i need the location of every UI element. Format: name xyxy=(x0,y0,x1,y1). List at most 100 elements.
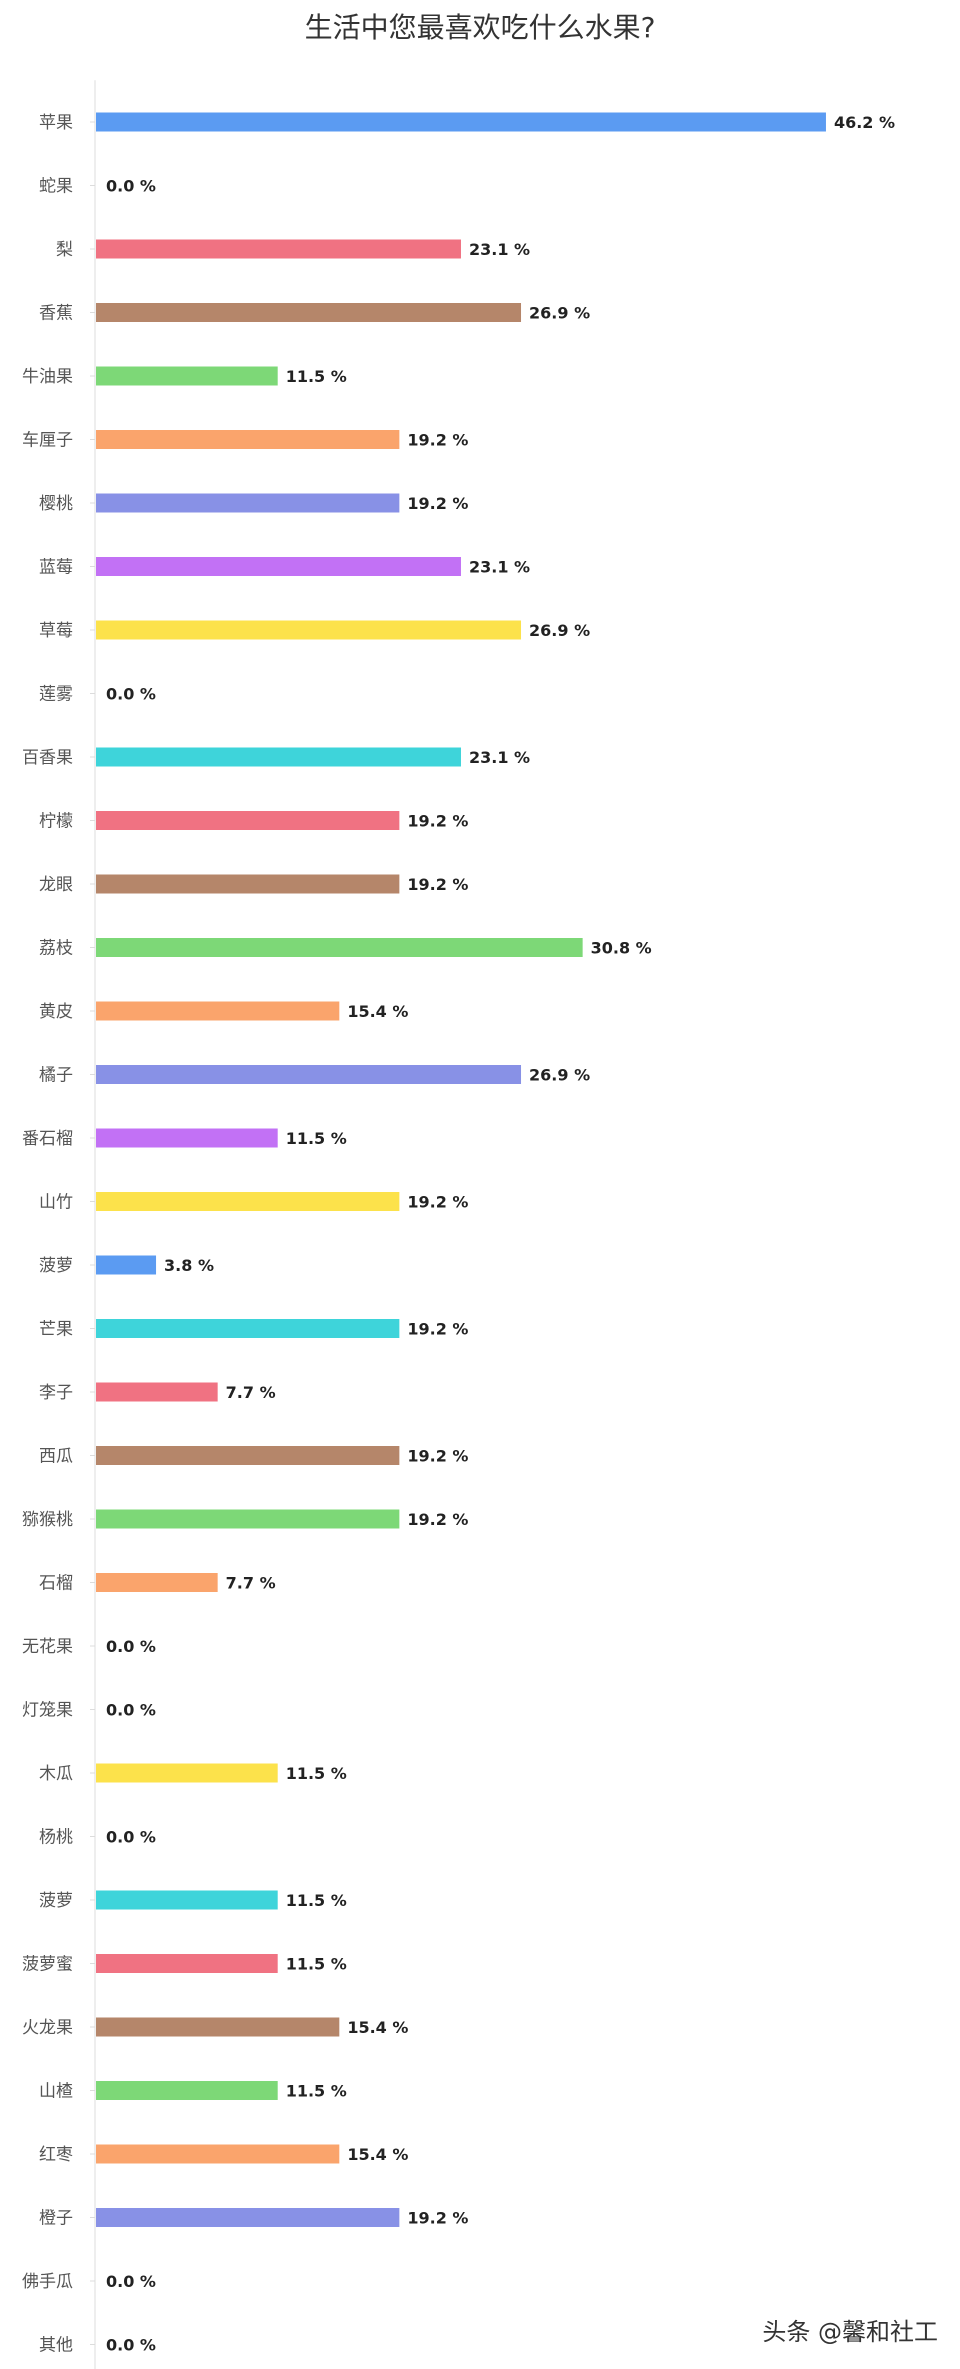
bar xyxy=(96,1763,278,1783)
value-label: 3.8 % xyxy=(164,1256,214,1275)
value-label: 11.5 % xyxy=(286,367,347,386)
value-label: 11.5 % xyxy=(286,1891,347,1910)
category-label: 龙眼 xyxy=(39,875,73,895)
category-label: 猕猴桃 xyxy=(22,1510,73,1530)
category-label: 山竹 xyxy=(39,1193,73,1213)
category-label: 无花果 xyxy=(22,1637,73,1657)
category-label: 石榴 xyxy=(39,1574,73,1594)
value-label: 19.2 % xyxy=(407,812,468,831)
category-label: 牛油果 xyxy=(22,367,73,387)
watermark: 头条 @馨和社工 xyxy=(762,2318,938,2346)
value-label: 19.2 % xyxy=(407,1447,468,1466)
category-label: 莲雾 xyxy=(39,685,73,705)
bar xyxy=(96,430,400,449)
value-label: 7.7 % xyxy=(226,1574,276,1593)
value-label: 0.0 % xyxy=(106,2272,156,2291)
bar xyxy=(96,1065,522,1084)
value-label: 0.0 % xyxy=(106,1828,156,1847)
category-label: 柠檬 xyxy=(39,812,73,832)
bar xyxy=(96,239,461,259)
value-label: 0.0 % xyxy=(106,685,156,704)
bar xyxy=(96,1573,218,1592)
bar xyxy=(96,2208,400,2227)
category-label: 荔枝 xyxy=(39,939,73,959)
category-label: 其他 xyxy=(39,2336,73,2356)
category-label: 菠萝 xyxy=(39,1256,73,1276)
value-label: 19.2 % xyxy=(407,494,468,513)
category-label: 红枣 xyxy=(39,2145,73,2165)
value-label: 19.2 % xyxy=(407,2209,468,2228)
value-label: 23.1 % xyxy=(469,558,530,577)
bar xyxy=(96,1001,340,1021)
category-label: 番石榴 xyxy=(22,1129,73,1149)
bar xyxy=(96,1192,400,1211)
bar xyxy=(96,2144,340,2164)
value-label: 26.9 % xyxy=(529,304,590,323)
category-label: 山楂 xyxy=(39,2082,73,2102)
bar xyxy=(96,1319,400,1338)
value-label: 15.4 % xyxy=(347,2145,408,2164)
value-label: 0.0 % xyxy=(106,177,156,196)
value-label: 0.0 % xyxy=(106,1701,156,1720)
category-label: 橘子 xyxy=(39,1066,73,1086)
bar xyxy=(96,2017,340,2037)
category-label: 百香果 xyxy=(22,748,73,768)
bar xyxy=(96,1255,157,1275)
value-label: 30.8 % xyxy=(591,939,652,958)
category-label: 杨桃 xyxy=(39,1828,73,1848)
category-label: 菠萝 xyxy=(39,1891,73,1911)
value-label: 15.4 % xyxy=(347,1002,408,1021)
value-label: 7.7 % xyxy=(226,1383,276,1402)
category-label: 芒果 xyxy=(39,1320,73,1340)
value-label: 19.2 % xyxy=(407,875,468,894)
bar xyxy=(96,874,400,894)
bar xyxy=(96,493,400,513)
bar xyxy=(96,1954,278,1973)
value-label: 19.2 % xyxy=(407,431,468,450)
value-label: 11.5 % xyxy=(286,1955,347,1974)
bar xyxy=(96,366,278,386)
bar xyxy=(96,938,583,957)
bar xyxy=(96,557,461,576)
chart-title: 生活中您最喜欢吃什么水果? xyxy=(304,11,656,44)
value-label: 11.5 % xyxy=(286,1129,347,1148)
category-label: 樱桃 xyxy=(39,494,73,514)
bar xyxy=(96,620,522,640)
value-label: 19.2 % xyxy=(407,1193,468,1212)
category-label: 梨 xyxy=(56,240,73,260)
category-label: 橙子 xyxy=(39,2209,73,2229)
bar xyxy=(96,303,522,322)
value-label: 23.1 % xyxy=(469,240,530,259)
category-label: 苹果 xyxy=(39,113,73,133)
category-label: 菠萝蜜 xyxy=(22,1955,73,1975)
category-label: 香蕉 xyxy=(39,304,73,324)
value-label: 26.9 % xyxy=(529,621,590,640)
category-label: 蛇果 xyxy=(39,177,73,197)
category-label: 灯笼果 xyxy=(22,1701,73,1721)
bar xyxy=(96,112,826,132)
bar xyxy=(96,1446,400,1465)
category-label: 车厘子 xyxy=(22,431,73,451)
category-label: 李子 xyxy=(39,1383,73,1403)
category-label: 黄皮 xyxy=(39,1002,73,1022)
category-label: 木瓜 xyxy=(39,1764,73,1784)
bar xyxy=(96,1382,218,1402)
category-label: 蓝莓 xyxy=(39,558,73,578)
value-label: 11.5 % xyxy=(286,2082,347,2101)
value-label: 46.2 % xyxy=(834,113,895,132)
category-label: 西瓜 xyxy=(39,1447,73,1467)
bar xyxy=(96,1890,278,1910)
value-label: 15.4 % xyxy=(347,2018,408,2037)
value-label: 26.9 % xyxy=(529,1066,590,1085)
category-label: 佛手瓜 xyxy=(22,2272,73,2292)
bar xyxy=(96,2081,278,2100)
category-label: 草莓 xyxy=(39,621,73,641)
value-label: 11.5 % xyxy=(286,1764,347,1783)
value-label: 23.1 % xyxy=(469,748,530,767)
bar xyxy=(96,811,400,830)
category-label: 火龙果 xyxy=(22,2018,73,2038)
value-label: 0.0 % xyxy=(106,2336,156,2355)
bar xyxy=(96,747,461,767)
value-label: 0.0 % xyxy=(106,1637,156,1656)
